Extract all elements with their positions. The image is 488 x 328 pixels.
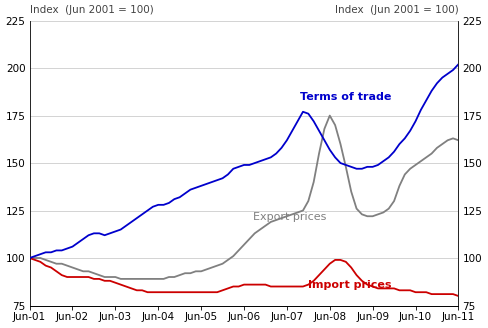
- Text: Index  (Jun 2001 = 100): Index (Jun 2001 = 100): [335, 5, 458, 15]
- Text: Terms of trade: Terms of trade: [300, 92, 391, 102]
- Text: Export prices: Export prices: [253, 212, 326, 222]
- Text: Import prices: Import prices: [308, 280, 392, 290]
- Text: Index  (Jun 2001 = 100): Index (Jun 2001 = 100): [30, 5, 153, 15]
